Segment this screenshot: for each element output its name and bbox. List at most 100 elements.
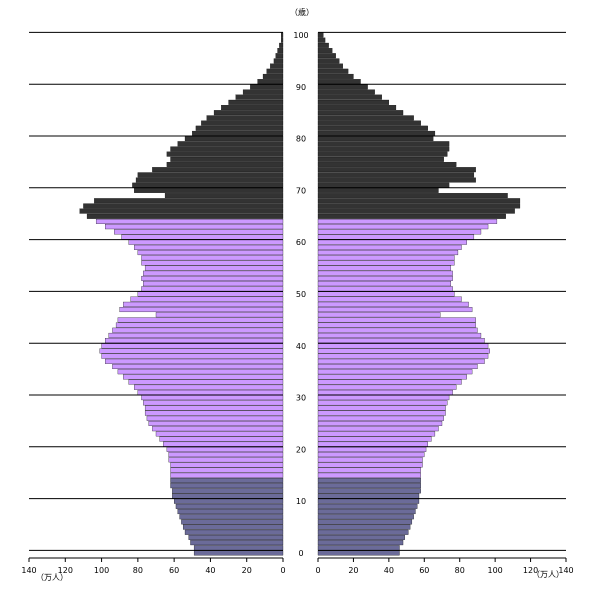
x-tick-label-left: 0 xyxy=(280,566,285,575)
x-tick-label-right: 60 xyxy=(419,566,429,575)
bar-right-age-15 xyxy=(317,472,421,478)
bar-left-age-25 xyxy=(148,421,284,426)
age-tick-label: 40 xyxy=(296,342,306,351)
bar-right-age-39 xyxy=(317,348,490,354)
bar-right-age-53 xyxy=(317,275,453,281)
bar-right-age-21 xyxy=(317,441,428,447)
bar-left-age-45 xyxy=(117,317,284,323)
age-tick-label: 80 xyxy=(296,135,306,144)
bar-right-age-5 xyxy=(317,524,411,530)
bar-right-age-84 xyxy=(317,115,414,121)
bar-right-age-47 xyxy=(317,307,473,313)
bar-right-age-98 xyxy=(317,42,329,48)
bar-left-age-69 xyxy=(164,193,284,199)
x-tick-label-right: 20 xyxy=(348,566,358,575)
bar-right-age-32 xyxy=(317,384,457,390)
age-tick-label: 0 xyxy=(298,549,303,558)
bar-left-age-64 xyxy=(95,218,284,224)
bar-right-age-76 xyxy=(317,156,444,162)
bar-left-age-44 xyxy=(115,322,284,328)
bar-left-age-46 xyxy=(155,312,284,318)
bar-right-age-38 xyxy=(317,353,489,359)
bar-right-age-37 xyxy=(317,358,485,364)
bar-right-age-90 xyxy=(317,84,368,90)
bar-left-age-24 xyxy=(152,426,284,432)
bar-right-age-54 xyxy=(317,270,453,276)
age-tick-labels: 0 10 20 30 40 50 60 70 80 90 100 xyxy=(293,31,308,558)
bar-left-age-33 xyxy=(128,379,284,385)
bar-left-age-8 xyxy=(177,509,284,515)
bar-left-age-29 xyxy=(143,400,284,406)
bar-left-age-59 xyxy=(134,244,284,250)
bar-left-age-34 xyxy=(123,374,284,380)
bar-left-age-26 xyxy=(146,415,284,421)
bar-right-age-7 xyxy=(317,514,414,520)
bar-right-age-83 xyxy=(317,120,421,126)
left-bars xyxy=(79,32,284,556)
x-unit-label-left: （万人） xyxy=(36,573,68,582)
bar-left-age-100 xyxy=(281,32,284,38)
age-tick-label: 100 xyxy=(293,31,308,40)
bar-left-age-38 xyxy=(101,353,284,359)
bar-left-age-67 xyxy=(83,203,284,209)
bar-right-age-52 xyxy=(317,281,452,287)
bar-right-age-11 xyxy=(317,493,420,499)
bar-left-age-54 xyxy=(143,270,284,276)
bar-left-age-76 xyxy=(170,156,284,162)
bar-left-age-3 xyxy=(188,534,284,540)
bar-right-age-55 xyxy=(317,265,452,271)
bar-left-age-31 xyxy=(137,389,284,395)
bar-right-age-20 xyxy=(317,446,427,452)
bar-right-age-51 xyxy=(317,286,453,292)
bar-right-age-97 xyxy=(317,48,333,54)
bar-right-age-16 xyxy=(317,467,421,473)
bar-left-age-57 xyxy=(141,255,284,261)
bar-left-age-14 xyxy=(170,477,284,483)
bar-right-age-48 xyxy=(317,301,469,307)
right-bars xyxy=(317,32,521,556)
bar-right-age-26 xyxy=(317,415,444,421)
bar-left-age-22 xyxy=(159,436,284,442)
bar-right-age-35 xyxy=(317,369,473,375)
bar-left-age-11 xyxy=(172,493,284,499)
bar-right-age-17 xyxy=(317,462,423,468)
x-tick-label-right: 140 xyxy=(558,566,573,575)
bar-left-age-66 xyxy=(79,208,284,214)
x-tick-labels: 140 120 100 80 60 40 20 0 0 20 40 60 80 100 120 140 xyxy=(21,558,574,575)
bar-left-age-56 xyxy=(141,260,284,266)
bar-left-age-35 xyxy=(117,369,284,375)
bar-left-age-70 xyxy=(134,187,284,193)
bar-left-age-81 xyxy=(192,130,284,136)
bar-right-age-0 xyxy=(317,550,400,556)
bar-right-age-2 xyxy=(317,540,404,546)
bar-right-age-85 xyxy=(317,110,404,116)
bar-left-age-53 xyxy=(141,275,284,281)
bar-right-age-42 xyxy=(317,332,482,338)
bar-right-age-23 xyxy=(317,431,436,437)
bar-right-age-63 xyxy=(317,224,489,230)
bar-left-age-74 xyxy=(152,167,284,173)
bar-left-age-37 xyxy=(105,358,284,364)
bar-right-age-8 xyxy=(317,509,416,515)
bar-right-age-79 xyxy=(317,141,450,147)
bar-right-age-19 xyxy=(317,452,425,458)
bar-right-age-4 xyxy=(317,529,409,535)
x-tick-label-left: 80 xyxy=(133,566,143,575)
bar-left-age-90 xyxy=(250,84,284,90)
x-unit-label-right: （万人） xyxy=(532,570,564,579)
bar-left-age-40 xyxy=(101,343,284,349)
bar-left-age-72 xyxy=(135,177,284,183)
bar-left-age-75 xyxy=(166,162,284,167)
bar-right-age-87 xyxy=(317,99,390,105)
x-tick-label-left: 60 xyxy=(169,566,179,575)
bar-right-age-43 xyxy=(317,327,478,333)
bar-right-age-57 xyxy=(317,255,455,261)
age-tick-label: 20 xyxy=(296,445,306,454)
bar-right-age-91 xyxy=(317,79,361,85)
bar-left-age-60 xyxy=(128,239,284,245)
bar-left-age-17 xyxy=(170,462,284,468)
bar-left-age-7 xyxy=(179,514,284,520)
bar-right-age-99 xyxy=(317,37,326,43)
bar-left-age-47 xyxy=(119,307,284,313)
x-tick-label-right: 120 xyxy=(523,566,538,575)
